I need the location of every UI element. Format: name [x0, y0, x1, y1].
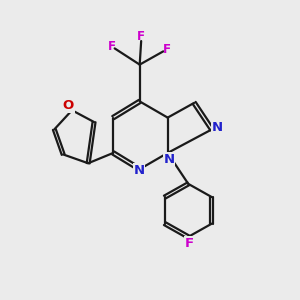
Text: N: N	[134, 164, 145, 177]
Text: F: F	[137, 30, 145, 43]
Text: F: F	[184, 237, 194, 250]
Text: N: N	[212, 121, 223, 134]
Text: O: O	[63, 99, 74, 112]
Text: F: F	[108, 40, 116, 52]
Text: N: N	[164, 153, 175, 166]
Text: F: F	[163, 43, 171, 56]
